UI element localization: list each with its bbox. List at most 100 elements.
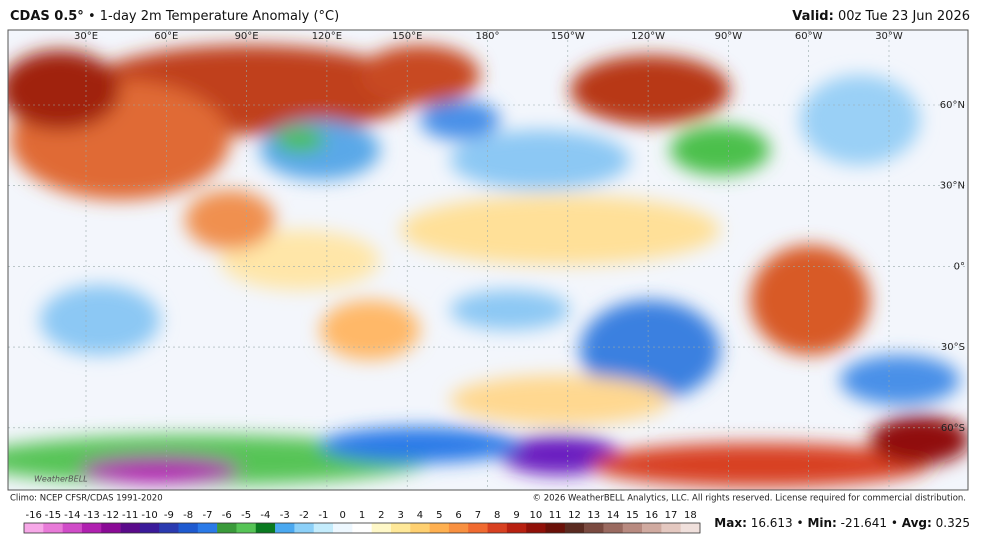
colorbar-swatch	[390, 523, 411, 533]
colorbar-label: -4	[260, 510, 270, 521]
colorbar-swatch	[24, 523, 44, 533]
lon-label: 120°W	[631, 31, 665, 42]
colorbar-label: -3	[280, 510, 290, 521]
colorbar-swatch	[43, 523, 63, 533]
colorbar-swatch	[526, 523, 546, 533]
lat-label: 30°S	[941, 342, 965, 353]
colorbar-label: 3	[397, 510, 403, 521]
lon-labels: 30°E 60°E 90°E 120°E 150°E 180° 150°W 120°W 90°W…	[74, 31, 903, 42]
colorbar-swatch	[81, 523, 102, 533]
title-bold: CDAS 0.5°	[10, 9, 84, 24]
title: CDAS 0.5° • 1-day 2m Temperature Anomaly…	[10, 9, 339, 24]
colorbar-label: -9	[164, 510, 174, 521]
max-value: 16.613	[751, 516, 793, 530]
colorbar-label: 16	[645, 510, 658, 521]
colorbar-swatch	[642, 523, 662, 533]
colorbar-swatch	[468, 523, 488, 533]
colorbar-swatch	[294, 523, 315, 533]
colorbar-label: 4	[417, 510, 423, 521]
colorbar-swatch	[139, 523, 160, 533]
colorbar-swatch	[564, 523, 585, 533]
lat-label: 0°	[954, 261, 965, 272]
colorbar-label: -15	[45, 510, 61, 521]
colorbar-label: 8	[494, 510, 500, 521]
logo: WeatherBELL	[34, 475, 88, 484]
colorbar-label: 10	[529, 510, 542, 521]
colorbar-swatch	[217, 523, 237, 533]
colorbar-swatch	[352, 523, 372, 533]
colorbar-label: 6	[455, 510, 461, 521]
colorbar-swatch	[101, 523, 121, 533]
colorbar-label: 1	[359, 510, 365, 521]
colorbar: -16 -15 -14 -13 -12 -11 -10 -9 -8 -7 -6 -5 -4 -3 -2 -1 0…	[23, 510, 701, 534]
title-text: • 1-day 2m Temperature Anomaly (°C)	[88, 9, 339, 24]
colorbar-swatch	[622, 523, 643, 533]
colorbar-label: 9	[513, 510, 519, 521]
valid-time: 00z Tue 23 Jun 2026	[838, 9, 970, 24]
colorbar-swatch	[584, 523, 604, 533]
lon-label: 150°W	[551, 31, 585, 42]
lon-label: 60°W	[795, 31, 823, 42]
climo-note: Climo: NCEP CFSR/CDAS 1991-2020	[10, 494, 163, 504]
valid-label: Valid:	[792, 9, 834, 24]
separator: •	[797, 516, 804, 530]
colorbar-label: 2	[378, 510, 384, 521]
colorbar-label: 14	[607, 510, 620, 521]
colorbar-label: 0	[339, 510, 345, 521]
colorbar-label: -14	[64, 510, 80, 521]
lat-label: 60°N	[940, 100, 965, 111]
colorbar-label: 12	[568, 510, 581, 521]
anomaly-field	[8, 45, 968, 487]
colorbar-swatch	[275, 523, 295, 533]
colorbar-swatch	[545, 523, 566, 533]
colorbar-label: -1	[318, 510, 328, 521]
max-label: Max:	[714, 516, 747, 530]
colorbar-label: 5	[436, 510, 442, 521]
colorbar-label: -2	[299, 510, 309, 521]
lon-label: 90°W	[715, 31, 743, 42]
stats: Max: 16.613 • Min: -21.641 • Avg: 0.325	[714, 516, 970, 530]
colorbar-label: 11	[549, 510, 562, 521]
colorbar-swatch	[62, 523, 83, 533]
colorbar-swatch	[313, 523, 334, 533]
lat-label: 30°N	[940, 181, 965, 192]
lat-labels: 60°N 30°N 0° 30°S 60°S	[940, 100, 965, 434]
colorbar-swatch	[661, 523, 681, 533]
lon-label: 180°	[475, 31, 499, 42]
colorbar-label: -16	[25, 510, 41, 521]
lon-label: 150°E	[392, 31, 422, 42]
colorbar-label: -8	[183, 510, 193, 521]
colorbar-swatch	[255, 523, 276, 533]
lon-label: 90°E	[235, 31, 259, 42]
colorbar-label: 7	[475, 510, 481, 521]
min-label: Min:	[807, 516, 836, 530]
avg-value: 0.325	[936, 516, 970, 530]
colorbar-label: -13	[83, 510, 99, 521]
colorbar-label: -7	[202, 510, 212, 521]
colorbar-swatch	[159, 523, 179, 533]
lat-label: 60°S	[941, 423, 965, 434]
colorbar-swatch	[429, 523, 450, 533]
colorbar-swatch	[487, 523, 508, 533]
colorbar-label: -12	[103, 510, 119, 521]
colorbar-swatch	[680, 523, 701, 533]
map	[8, 30, 968, 490]
lon-label: 60°E	[154, 31, 178, 42]
copyright: © 2026 WeatherBELL Analytics, LLC. All r…	[533, 494, 966, 504]
colorbar-frame	[23, 522, 701, 534]
colorbar-label: 18	[684, 510, 697, 521]
colorbar-swatch	[448, 523, 469, 533]
colorbar-swatch	[371, 523, 392, 533]
colorbar-swatch	[603, 523, 624, 533]
colorbar-label: -11	[122, 510, 138, 521]
colorbar-swatch	[506, 523, 527, 533]
lon-label: 120°E	[312, 31, 342, 42]
colorbar-swatch	[178, 523, 199, 533]
lon-label: 30°E	[74, 31, 98, 42]
separator: •	[891, 516, 898, 530]
colorbar-swatch	[197, 523, 218, 533]
min-value: -21.641	[841, 516, 887, 530]
colorbar-label: -6	[222, 510, 232, 521]
colorbar-label: 17	[665, 510, 678, 521]
